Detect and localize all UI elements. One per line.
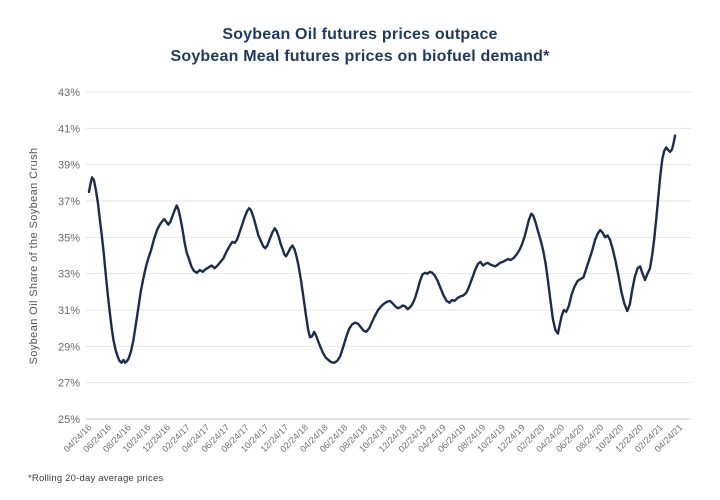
y-tick-label: 25% <box>58 414 80 426</box>
y-tick-label: 31% <box>58 305 80 317</box>
series-line <box>87 134 677 364</box>
y-tick-label: 37% <box>58 196 80 208</box>
chart-title-line2: Soybean Meal futures prices on biofuel d… <box>170 48 550 65</box>
chart-title: Soybean Oil futures prices outpace Soybe… <box>0 24 720 68</box>
y-tick-label: 39% <box>58 160 80 172</box>
chart-title-line1: Soybean Oil futures prices outpace <box>222 26 498 43</box>
chart-footnote: *Rolling 20-day average prices <box>28 473 164 484</box>
y-tick-label: 43% <box>58 87 80 99</box>
y-tick-label: 27% <box>58 378 80 390</box>
y-tick-label: 41% <box>58 123 80 135</box>
y-tick-label: 29% <box>58 341 80 353</box>
y-tick-label: 33% <box>58 269 80 281</box>
y-tick-label: 35% <box>58 232 80 244</box>
